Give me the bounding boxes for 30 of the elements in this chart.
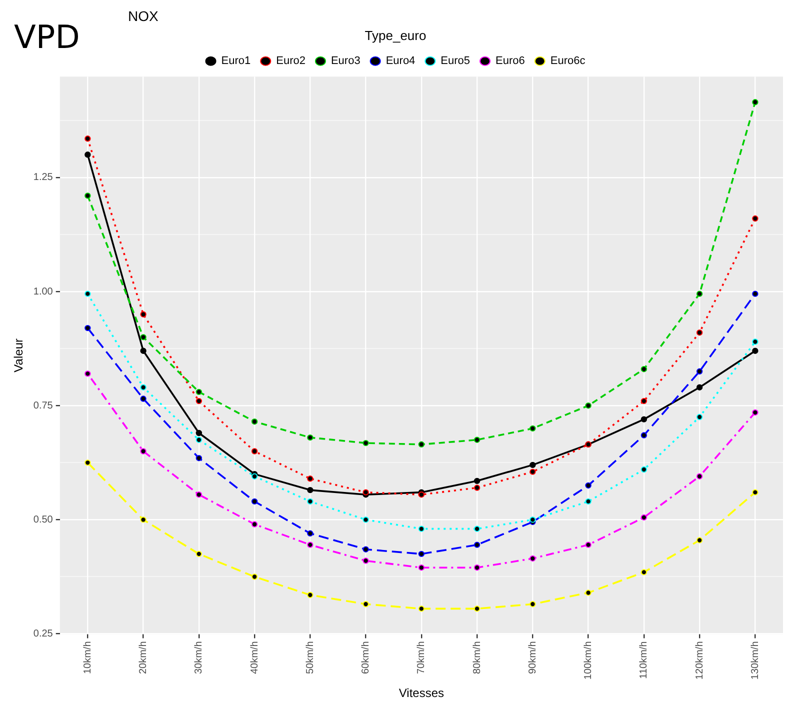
y-tick-label: 0.50 [33,514,54,526]
legend-label: Euro6 [496,55,525,68]
text: VPD [14,18,80,56]
x-tick-label: 120km/h [694,641,706,680]
legend-label: Euro6c [550,55,586,68]
x-tick-label: 80km/h [472,641,483,674]
y-tick-label: 0.75 [33,400,54,412]
y-tick-label: 1.00 [33,286,54,298]
legend-label: Euro5 [440,55,470,68]
x-tick-label: 100km/h [583,641,594,680]
legend-label: Euro1 [221,55,251,68]
legend-label: Euro3 [330,55,360,68]
x-tick-label: 110km/h [638,641,650,679]
x-tick-label: 30km/h [194,641,205,674]
x-tick-label: 60km/h [360,641,372,674]
x-tick-label: 50km/h [304,641,316,674]
x-axis-title: Vitesses [398,686,444,700]
x-tick-label: 10km/h [82,641,94,674]
legend-label: Euro4 [386,55,416,68]
x-tick-label: 40km/h [249,641,260,674]
chart-title: NOX [128,8,158,24]
x-tick-label: 20km/h [138,641,150,674]
y-tick-label: 0.25 [33,628,54,640]
y-tick-label: 1.25 [33,172,54,184]
legend-title: Type_euro [364,28,426,44]
x-tick-label: 90km/h [527,641,538,674]
x-tick-label: 70km/h [416,641,428,674]
legend-label: Euro2 [276,55,306,68]
y-axis-title: Valeur [12,338,26,372]
x-tick-label: 130km/h [750,641,761,680]
